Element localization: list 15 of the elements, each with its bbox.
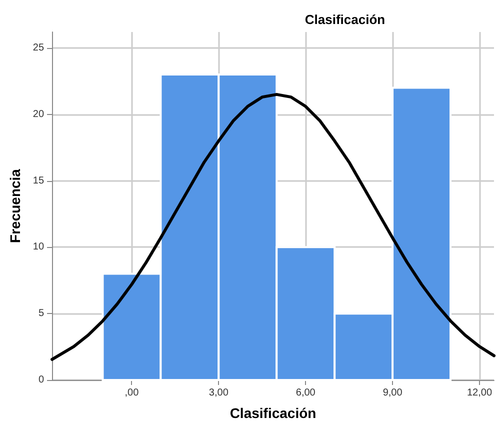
x-axis-title: Clasificación — [230, 405, 316, 421]
x-tick-label: 6,00 — [296, 388, 316, 398]
x-tick-label: 9,00 — [382, 388, 403, 398]
chart-title: Clasificación — [304, 12, 386, 27]
line-series — [50, 92, 496, 361]
y-tick-label: 25 — [32, 42, 44, 54]
y-tick-label: 10 — [32, 242, 44, 253]
y-tick-label: 15 — [32, 175, 44, 186]
x-tick-label: 3,00 — [208, 388, 229, 398]
y-axis-title: Frecuencia — [7, 168, 23, 243]
x-tick-label: ,00 — [124, 388, 140, 398]
y-tick-label: 20 — [32, 108, 44, 120]
x-tick-label: 12,00 — [466, 388, 492, 398]
y-tick-label: 5 — [38, 308, 44, 320]
y-tick-label: 0 — [38, 374, 44, 386]
